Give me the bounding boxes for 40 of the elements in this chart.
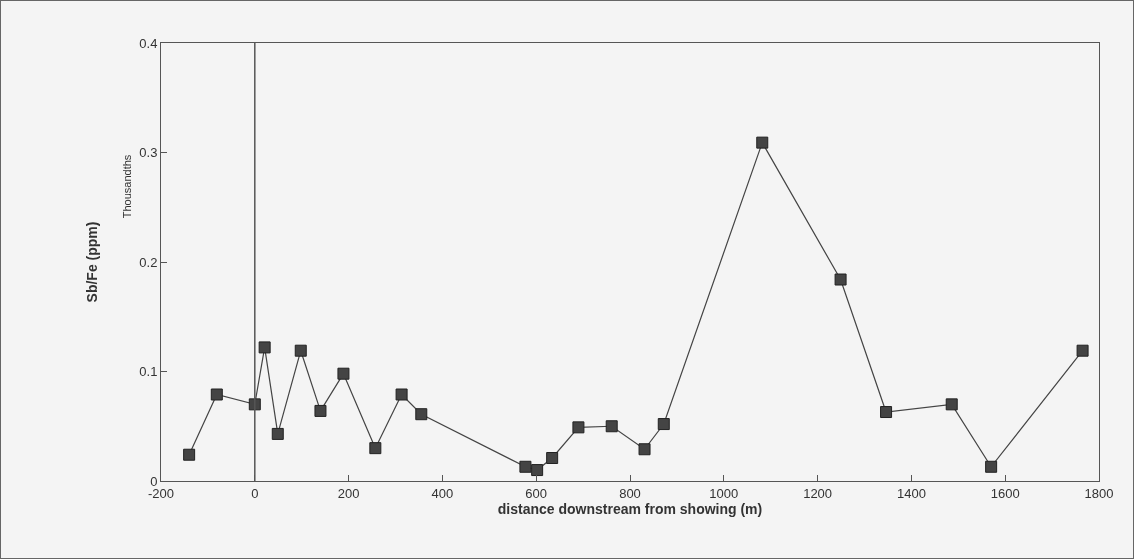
point (210, 388, 223, 401)
x-tick-label: 1200 (803, 485, 833, 501)
point (294, 344, 307, 357)
point (657, 418, 670, 431)
x-axis-title: distance downstream from showing (m) (497, 500, 763, 517)
y-tick-label: 0.3 (139, 145, 158, 161)
x-tick-label: 200 (337, 485, 360, 501)
point (880, 406, 893, 419)
x-tick-label: 1000 (709, 485, 739, 501)
point (531, 464, 544, 477)
y-tick-label: 0.4 (139, 35, 158, 51)
point (834, 273, 847, 286)
point (314, 404, 327, 417)
point (638, 443, 651, 456)
x-tick-label: 1600 (990, 485, 1020, 501)
point (271, 427, 284, 440)
point (415, 408, 428, 421)
x-tick-label: 800 (619, 485, 641, 501)
x-tick-label: 0 (251, 485, 259, 501)
x-tick-label: 600 (525, 485, 548, 501)
point (395, 388, 408, 401)
point (337, 367, 350, 380)
text: Thousandths (121, 154, 134, 219)
point (546, 452, 559, 465)
point (519, 460, 532, 473)
x-tick-label: 1800 (1084, 485, 1114, 501)
point (756, 136, 769, 149)
point (985, 460, 998, 473)
point (945, 398, 958, 411)
point (1076, 344, 1089, 357)
point (183, 448, 196, 461)
x-tick-label: 400 (431, 485, 454, 501)
point (369, 442, 382, 455)
point (572, 421, 585, 434)
y-tick-label: 0.1 (139, 364, 158, 380)
y-tick-label: 0.2 (139, 254, 158, 270)
x-tick-label: 1400 (896, 485, 926, 501)
point (605, 420, 618, 433)
point (258, 341, 271, 354)
y-axis-title: Sb/Fe (ppm) (83, 221, 100, 303)
